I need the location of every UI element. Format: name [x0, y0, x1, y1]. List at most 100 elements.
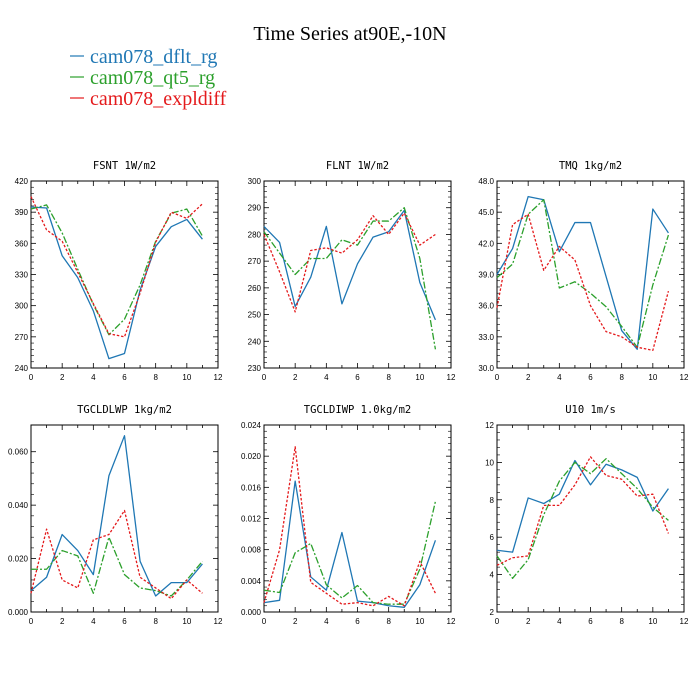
series-line-cam078-dflt-rg: [30, 206, 203, 360]
panel-title: TMQ 1kg/m2: [559, 160, 622, 172]
x-tick-label: 12: [447, 373, 456, 382]
x-tick-label: 6: [122, 373, 127, 382]
x-tick-label: 4: [91, 617, 96, 626]
x-tick-label: 8: [153, 617, 158, 626]
x-tick-label: 0: [495, 617, 500, 626]
legend-entry-expldiff: cam078_expldiff: [70, 88, 227, 110]
x-tick-label: 4: [91, 373, 96, 382]
x-tick-label: 6: [122, 617, 127, 626]
y-tick-label: 390: [15, 208, 29, 217]
x-tick-label: 12: [214, 373, 223, 382]
y-tick-label: 8: [490, 496, 495, 505]
legend-entry-dflt: cam078_dflt_rg: [70, 46, 217, 68]
series-line-cam078-expldiff: [496, 213, 670, 351]
y-tick-label: 36.0: [478, 302, 494, 311]
y-tick-label: 240: [248, 337, 262, 346]
panel-0: FSNT 1W/m2 0 2 4 6 8 10 12 240 270 300 330 360 390 420: [15, 160, 223, 382]
x-tick-label: 2: [526, 617, 531, 626]
y-tick-label: 290: [248, 204, 262, 213]
y-tick-label: 230: [248, 364, 262, 373]
legend: cam078_dflt_rg cam078_qt5_rg cam078_expl…: [70, 46, 227, 110]
y-tick-label: 0.024: [241, 421, 262, 430]
x-tick-label: 8: [153, 373, 158, 382]
series-line-cam078-qt5-rg: [263, 207, 437, 350]
series-line-cam078-qt5-rg: [496, 199, 670, 348]
x-tick-label: 0: [29, 617, 34, 626]
x-tick-label: 0: [262, 617, 267, 626]
y-tick-label: 6: [490, 533, 495, 542]
x-tick-label: 2: [293, 617, 298, 626]
y-tick-label: 300: [15, 302, 29, 311]
panel-title: U10 1m/s: [565, 404, 616, 416]
x-tick-label: 2: [293, 373, 298, 382]
y-tick-label: 0.020: [8, 555, 29, 564]
panel-title: FSNT 1W/m2: [93, 160, 156, 172]
y-tick-label: 300: [248, 177, 262, 186]
series-line-cam078-dflt-rg: [263, 480, 437, 608]
figure-title: Time Series at90E,-10N: [253, 23, 446, 45]
x-tick-label: 10: [415, 373, 424, 382]
y-tick-label: 330: [15, 271, 29, 280]
x-tick-label: 8: [619, 617, 624, 626]
series-line-cam078-expldiff: [30, 196, 203, 338]
panel-1: FLNT 1W/m2 0 2 4 6 8 10 12 230 240 250 260 270 280 290…: [248, 160, 456, 382]
y-tick-label: 10: [485, 458, 494, 467]
y-tick-label: 0.000: [8, 608, 29, 617]
y-tick-label: 0.008: [241, 546, 262, 555]
y-tick-label: 30.0: [478, 364, 494, 373]
x-tick-label: 12: [680, 617, 689, 626]
x-tick-label: 4: [324, 617, 329, 626]
y-tick-label: 260: [248, 284, 262, 293]
panels-grid: FSNT 1W/m20 2 4 6 8 10 12240270300330360390420…: [8, 160, 689, 626]
series-line-cam078-expldiff: [263, 446, 437, 607]
series-line-cam078-dflt-rg: [30, 435, 203, 597]
x-tick-label: 4: [324, 373, 329, 382]
y-tick-label: 39.0: [478, 271, 494, 280]
y-tick-label: 42.0: [478, 239, 494, 248]
series-line-cam078-qt5-rg: [31, 536, 203, 597]
x-tick-label: 6: [355, 617, 360, 626]
x-tick-label: 6: [355, 373, 360, 382]
y-tick-label: 270: [15, 333, 29, 342]
x-tick-label: 12: [680, 373, 689, 382]
x-tick-label: 0: [29, 373, 34, 382]
y-tick-label: 360: [15, 239, 29, 248]
x-tick-label: 2: [60, 373, 65, 382]
y-tick-label: 240: [15, 364, 29, 373]
series-line-cam078-expldiff: [496, 456, 670, 566]
panel-title: TGCLDLWP 1kg/m2: [77, 404, 172, 416]
legend-label-expldiff: cam078_expldiff: [90, 88, 227, 110]
legend-label-qt5: cam078_qt5_rg: [90, 67, 215, 89]
x-tick-label: 4: [557, 373, 562, 382]
x-tick-label: 12: [447, 617, 456, 626]
x-tick-label: 8: [386, 617, 391, 626]
y-tick-label: 2: [490, 608, 495, 617]
y-tick-label: 0.000: [241, 608, 262, 617]
y-tick-label: 270: [248, 257, 262, 266]
y-tick-label: 420: [15, 177, 29, 186]
y-tick-label: 4: [490, 571, 495, 580]
x-tick-label: 10: [415, 617, 424, 626]
x-tick-label: 8: [619, 373, 624, 382]
legend-entry-qt5: cam078_qt5_rg: [70, 67, 215, 89]
x-tick-label: 8: [386, 373, 391, 382]
series-line-cam078-qt5-rg: [496, 458, 669, 579]
series-line-cam078-expldiff: [263, 212, 436, 313]
y-tick-label: 0.060: [8, 448, 29, 457]
x-tick-label: 10: [648, 617, 657, 626]
panel-title: TGCLDIWP 1.0kg/m2: [304, 404, 411, 416]
y-tick-label: 0.016: [241, 483, 262, 492]
x-tick-label: 10: [182, 617, 191, 626]
y-tick-label: 33.0: [478, 333, 494, 342]
y-tick-label: 280: [248, 230, 262, 239]
x-tick-label: 2: [526, 373, 531, 382]
x-tick-label: 10: [648, 373, 657, 382]
series-line-cam078-dflt-rg: [263, 209, 437, 321]
x-tick-label: 2: [60, 617, 65, 626]
x-tick-label: 6: [588, 617, 593, 626]
y-tick-label: 0.012: [241, 515, 262, 524]
x-tick-label: 0: [262, 373, 267, 382]
x-tick-label: 6: [588, 373, 593, 382]
